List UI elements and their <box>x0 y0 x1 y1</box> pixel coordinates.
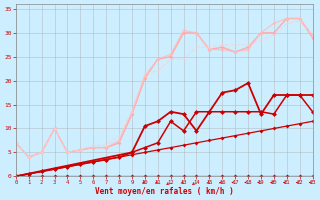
X-axis label: Vent moyen/en rafales ( km/h ): Vent moyen/en rafales ( km/h ) <box>95 187 234 196</box>
